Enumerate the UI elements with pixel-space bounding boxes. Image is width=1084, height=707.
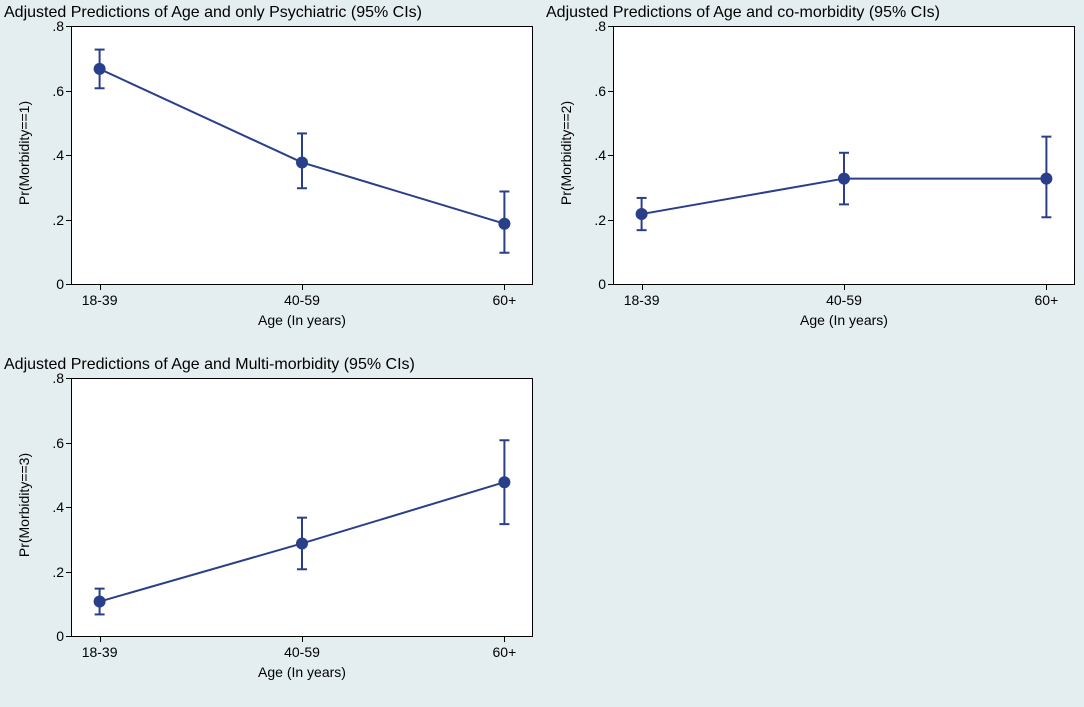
y-tick <box>608 284 613 285</box>
y-axis-label: Pr(Morbidity==2) <box>558 93 574 213</box>
marker <box>94 63 106 75</box>
x-tick-label: 60+ <box>493 644 517 660</box>
y-tick <box>66 220 71 221</box>
x-tick-label: 40-59 <box>284 644 320 660</box>
plot-svg <box>72 379 532 637</box>
y-axis-line <box>71 378 72 636</box>
y-tick <box>608 220 613 221</box>
marker <box>296 156 308 168</box>
marker <box>296 537 308 549</box>
y-axis-label: Pr(Morbidity==1) <box>16 93 32 213</box>
x-tick-label: 18-39 <box>82 292 118 308</box>
y-tick-label: .6 <box>42 83 64 99</box>
marker <box>838 173 850 185</box>
y-tick-label: .8 <box>584 18 606 34</box>
y-tick <box>66 378 71 379</box>
marker <box>636 208 648 220</box>
y-tick <box>608 26 613 27</box>
y-axis-line <box>613 26 614 284</box>
y-tick-label: .4 <box>584 147 606 163</box>
x-tick-label: 60+ <box>493 292 517 308</box>
x-tick <box>100 637 101 642</box>
y-tick <box>66 26 71 27</box>
y-tick <box>66 155 71 156</box>
plot-area <box>614 26 1075 285</box>
y-tick-label: .2 <box>42 564 64 580</box>
y-tick <box>66 507 71 508</box>
x-tick <box>642 285 643 290</box>
x-tick <box>844 285 845 290</box>
marker <box>94 596 106 608</box>
marker <box>498 476 510 488</box>
x-tick <box>1046 285 1047 290</box>
x-axis-label: Age (In years) <box>242 664 362 680</box>
y-tick-label: .6 <box>584 83 606 99</box>
x-tick <box>504 285 505 290</box>
x-tick-label: 18-39 <box>624 292 660 308</box>
x-tick <box>302 637 303 642</box>
x-tick <box>302 285 303 290</box>
x-tick-label: 60+ <box>1035 292 1059 308</box>
y-tick-label: .4 <box>42 147 64 163</box>
y-tick-label: .8 <box>42 18 64 34</box>
marker <box>1040 173 1052 185</box>
plot-svg <box>72 27 532 285</box>
plot-area <box>72 378 533 637</box>
plot-area <box>72 26 533 285</box>
panel-title: Adjusted Predictions of Age and only Psy… <box>4 4 422 22</box>
x-tick <box>504 637 505 642</box>
y-tick-label: .4 <box>42 499 64 515</box>
marker <box>498 218 510 230</box>
y-tick-label: 0 <box>42 628 64 644</box>
y-tick-label: 0 <box>42 276 64 292</box>
panel-psychiatric: Adjusted Predictions of Age and only Psy… <box>4 4 540 350</box>
y-tick <box>66 91 71 92</box>
x-tick <box>100 285 101 290</box>
y-tick <box>608 155 613 156</box>
y-tick <box>66 284 71 285</box>
y-tick <box>66 443 71 444</box>
panel-title: Adjusted Predictions of Age and Multi-mo… <box>4 356 415 374</box>
x-tick-label: 40-59 <box>284 292 320 308</box>
x-axis-label: Age (In years) <box>784 312 904 328</box>
panel-multimorbidity: Adjusted Predictions of Age and Multi-mo… <box>4 356 540 702</box>
x-tick-label: 40-59 <box>826 292 862 308</box>
y-tick-label: .2 <box>42 212 64 228</box>
plot-svg <box>614 27 1074 285</box>
y-axis-line <box>71 26 72 284</box>
y-axis-label: Pr(Morbidity==3) <box>16 445 32 565</box>
panel-comorbidity: Adjusted Predictions of Age and co-morbi… <box>546 4 1082 350</box>
y-tick <box>66 572 71 573</box>
y-tick-label: .2 <box>584 212 606 228</box>
x-tick-label: 18-39 <box>82 644 118 660</box>
figure-root: Adjusted Predictions of Age and only Psy… <box>0 0 1084 707</box>
x-axis-label: Age (In years) <box>242 312 362 328</box>
y-tick-label: .6 <box>42 435 64 451</box>
y-tick-label: 0 <box>584 276 606 292</box>
y-tick-label: .8 <box>42 370 64 386</box>
y-tick <box>66 636 71 637</box>
y-tick <box>608 91 613 92</box>
